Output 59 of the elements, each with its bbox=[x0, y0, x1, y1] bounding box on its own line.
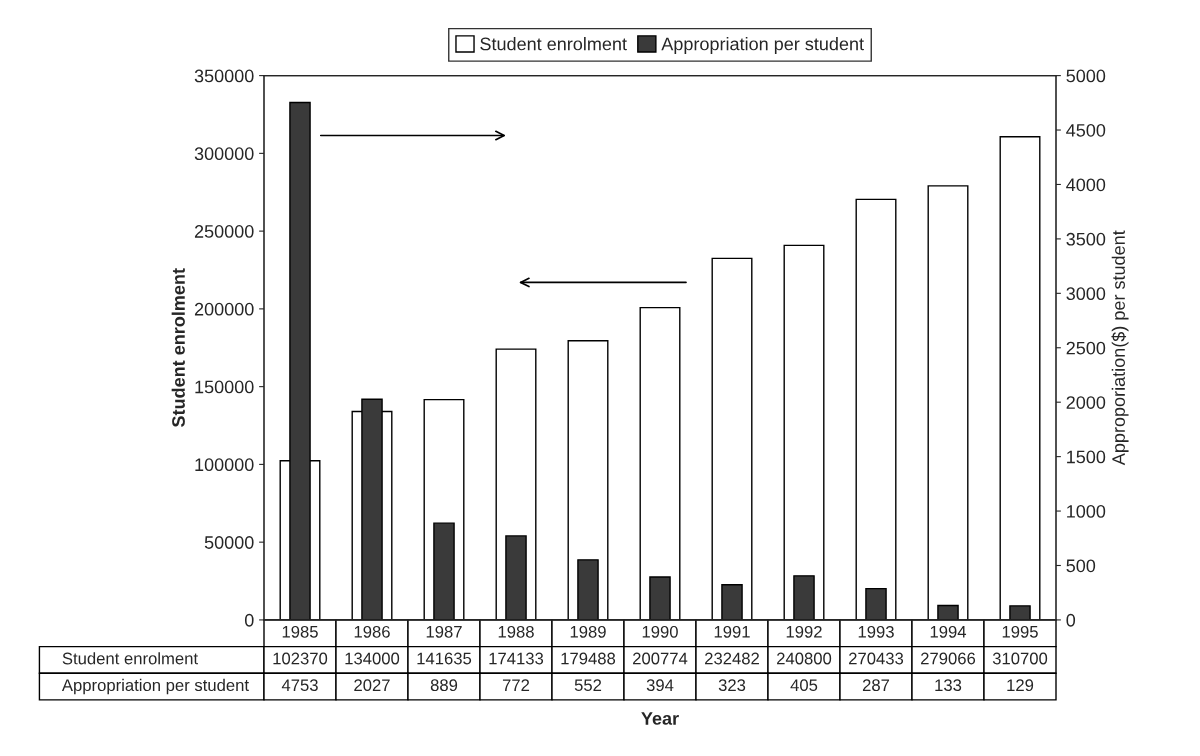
data-label: 102370 bbox=[273, 652, 328, 665]
y2-tick-label: 2500 bbox=[1066, 341, 1106, 355]
y2-tick-label: 4000 bbox=[1066, 178, 1106, 192]
data-label: 772 bbox=[502, 679, 530, 691]
x-tick-label: 1993 bbox=[858, 625, 894, 638]
y-tick-label: 50000 bbox=[204, 536, 254, 549]
data-label: 310700 bbox=[992, 652, 1048, 665]
text: Student enrolment bbox=[62, 652, 198, 665]
text: Appropriation per student bbox=[61, 678, 249, 695]
y2-tick-label: 500 bbox=[1066, 559, 1096, 573]
data-label: 552 bbox=[574, 679, 602, 692]
y-tick-label: 300000 bbox=[194, 147, 254, 161]
data-label: 133 bbox=[935, 679, 962, 692]
y2-tick-label: 3500 bbox=[1066, 232, 1106, 246]
x-tick-label: 1988 bbox=[498, 625, 534, 638]
y2-tick-label: 5000 bbox=[1066, 69, 1106, 83]
x-tick-label: 1987 bbox=[426, 625, 462, 638]
data-label: 2027 bbox=[354, 679, 390, 692]
x-tick-label: 1990 bbox=[642, 625, 678, 638]
y2-axis-title: Approporiation($) per student bbox=[1111, 230, 1129, 466]
data-label: 889 bbox=[430, 679, 458, 692]
data-label: 134000 bbox=[345, 652, 400, 665]
data-label: 323 bbox=[718, 679, 746, 692]
y-tick-label: 0 bbox=[244, 613, 254, 627]
data-label: 270433 bbox=[849, 652, 904, 665]
data-label: 141635 bbox=[417, 652, 472, 665]
y2-tick-label: 4500 bbox=[1066, 123, 1106, 137]
x-tick-label: 1991 bbox=[714, 625, 750, 638]
y2-tick-label: 1500 bbox=[1067, 450, 1106, 464]
legend-label: Appropriation per student bbox=[661, 37, 864, 54]
y-tick-label: 350000 bbox=[194, 69, 254, 83]
legend-label: Student enrolment bbox=[480, 37, 627, 51]
x-tick-label: 1986 bbox=[354, 625, 390, 638]
y-tick-label: 150000 bbox=[195, 380, 254, 394]
data-label: 279066 bbox=[921, 652, 976, 665]
data-label: 129 bbox=[1007, 679, 1034, 692]
x-tick-label: 1985 bbox=[282, 625, 318, 638]
data-label: 179488 bbox=[561, 652, 616, 665]
y-tick-label: 250000 bbox=[194, 225, 254, 238]
y-tick-label: 100000 bbox=[195, 458, 254, 472]
data-label: 200774 bbox=[633, 652, 688, 665]
y2-tick-label: 2000 bbox=[1066, 396, 1106, 409]
data-label: 287 bbox=[862, 679, 890, 692]
y2-tick-label: 3000 bbox=[1066, 287, 1106, 301]
data-label: 4753 bbox=[281, 679, 318, 692]
data-label: 240800 bbox=[777, 652, 832, 665]
data-label: 394 bbox=[646, 679, 674, 692]
y2-tick-label: 0 bbox=[1066, 613, 1076, 627]
data-label: 232482 bbox=[705, 652, 759, 665]
y-tick-label: 200000 bbox=[194, 302, 254, 316]
x-tick-label: 1994 bbox=[930, 625, 967, 638]
y-axis-title: Student enrolment bbox=[171, 268, 185, 427]
x-axis-title: Year bbox=[641, 712, 679, 725]
data-label: 405 bbox=[790, 679, 818, 692]
x-tick-label: 1992 bbox=[786, 625, 822, 638]
x-tick-label: 1995 bbox=[1002, 625, 1038, 638]
data-label: 174133 bbox=[489, 652, 544, 665]
x-tick-label: 1989 bbox=[570, 625, 606, 638]
y2-tick-label: 1000 bbox=[1067, 504, 1106, 518]
